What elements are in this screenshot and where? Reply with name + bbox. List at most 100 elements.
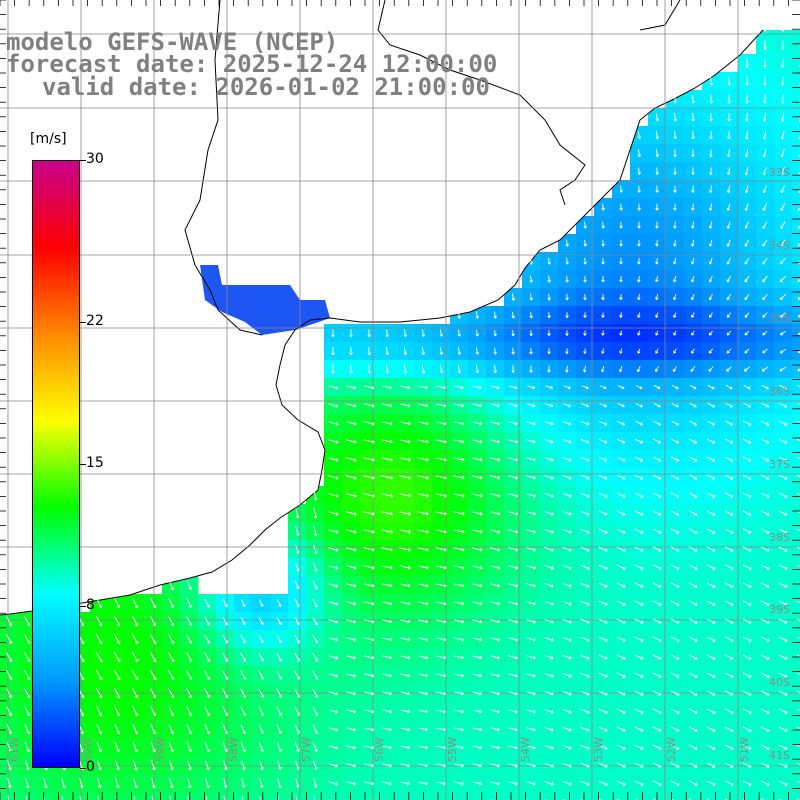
wind-arrow — [637, 149, 641, 157]
wind-arrow — [778, 690, 788, 696]
wind-arrow — [381, 475, 393, 480]
wind-arrow — [435, 493, 447, 498]
wind-arrow — [634, 582, 644, 588]
wind-arrow — [114, 723, 121, 735]
wind-arrow — [511, 329, 515, 337]
wind-cell — [792, 486, 800, 505]
wind-arrow — [381, 529, 393, 534]
wind-arrow — [400, 709, 410, 714]
wind-arrow — [690, 366, 696, 372]
wind-arrow — [508, 673, 518, 678]
wind-arrow — [581, 385, 589, 390]
wind-cell — [792, 234, 800, 253]
wind-arrow — [598, 456, 608, 462]
wind-arrow — [724, 546, 734, 552]
wind-arrow — [346, 763, 356, 768]
wind-arrow — [778, 726, 788, 732]
colorbar-tick-mark — [80, 160, 86, 161]
wind-cell — [792, 666, 800, 685]
wind-arrow — [670, 600, 680, 606]
wind-arrow — [706, 690, 716, 696]
wind-arrow — [598, 618, 608, 624]
wind-arrow — [760, 762, 770, 768]
wind-arrow — [454, 619, 465, 624]
wind-arrow — [778, 492, 788, 498]
wind-arrow — [312, 598, 318, 608]
wind-arrow — [435, 457, 447, 462]
wind-arrow — [688, 672, 698, 678]
wind-arrow — [277, 760, 282, 771]
wind-arrow — [149, 652, 157, 663]
wind-arrow — [580, 780, 590, 786]
wind-arrow — [508, 763, 518, 768]
wind-arrow — [258, 617, 264, 626]
wind-arrow — [652, 600, 662, 606]
wind-arrow — [295, 526, 300, 537]
wind-arrow — [634, 510, 644, 516]
wind-arrow — [726, 366, 732, 372]
wind-arrow — [778, 564, 788, 570]
wind-arrow — [689, 456, 698, 462]
wind-arrow — [796, 744, 800, 748]
wind-arrow — [619, 275, 623, 283]
wind-arrow — [439, 347, 444, 355]
wind-arrow — [132, 615, 139, 627]
wind-arrow — [24, 723, 30, 735]
wind-arrow — [417, 439, 429, 444]
wind-cell — [756, 792, 775, 800]
wind-arrow — [779, 384, 787, 390]
wind-arrow — [673, 131, 677, 140]
wind-arrow — [778, 762, 788, 768]
wind-arrow — [526, 763, 536, 768]
wind-arrow — [490, 403, 500, 408]
wind-arrow — [653, 456, 662, 462]
wind-arrow — [742, 546, 752, 552]
wind-arrow — [763, 4, 768, 14]
wind-arrow — [544, 727, 554, 732]
wind-arrow — [762, 130, 767, 140]
wind-arrow — [562, 708, 572, 714]
wind-arrow — [363, 601, 375, 606]
wind-cell — [0, 792, 19, 800]
wind-arrow — [95, 687, 103, 699]
wind-cell — [792, 162, 800, 181]
wind-arrow — [616, 546, 626, 552]
wind-arrow — [364, 691, 375, 696]
wind-arrow — [5, 634, 13, 645]
wind-arrow — [762, 275, 768, 283]
wind-arrow — [688, 780, 698, 786]
wind-arrow — [435, 583, 447, 588]
wind-arrow — [7, 777, 12, 789]
wind-arrow — [688, 546, 698, 552]
wind-cell — [792, 540, 800, 559]
wind-arrow — [580, 654, 590, 660]
wind-arrow — [6, 706, 13, 717]
wind-arrow — [150, 597, 157, 609]
wind-arrow — [562, 564, 572, 570]
wind-arrow — [312, 688, 318, 698]
wind-arrow — [403, 347, 408, 356]
wind-arrow — [400, 763, 410, 768]
wind-arrow — [367, 347, 371, 356]
wind-arrow — [471, 547, 483, 552]
wind-arrow — [761, 384, 769, 390]
wind-arrow — [673, 112, 678, 122]
wind-arrow — [276, 634, 282, 644]
wind-arrow — [634, 474, 644, 480]
wind-arrow — [778, 636, 788, 642]
wind-arrow — [744, 239, 750, 247]
wind-arrow — [186, 634, 193, 644]
wind-arrow — [526, 403, 536, 408]
wind-arrow — [691, 348, 695, 354]
wind-arrow — [655, 167, 659, 175]
wind-arrow — [382, 745, 392, 750]
wind-arrow — [489, 493, 501, 498]
wind-arrow — [222, 598, 228, 608]
wind-arrow — [328, 583, 339, 588]
wind-arrow — [435, 475, 447, 480]
wind-arrow — [526, 439, 536, 444]
wind-arrow — [149, 687, 157, 699]
wind-arrow — [544, 403, 554, 408]
